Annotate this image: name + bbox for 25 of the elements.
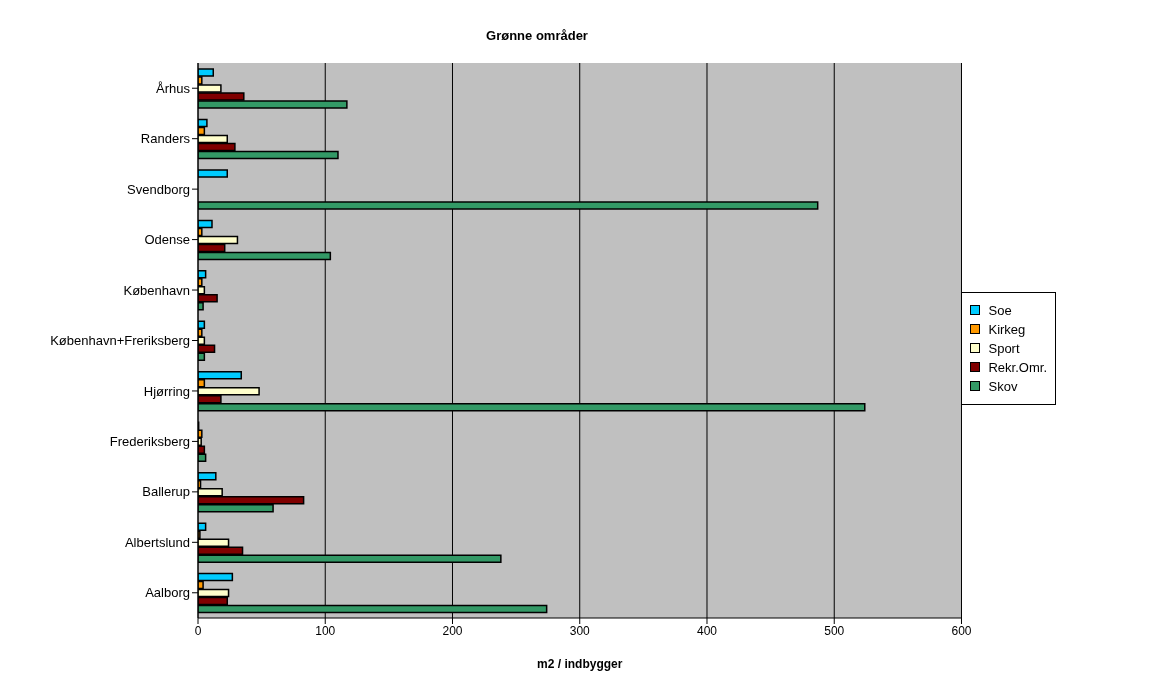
- x-tick-label: 500: [824, 623, 845, 638]
- x-axis-title: m2 / indbygger: [537, 657, 623, 671]
- y-tick-label: Frederiksberg: [109, 434, 190, 450]
- y-tick-label: Odense: [144, 232, 190, 248]
- y-tick-label: Hjørring: [143, 383, 190, 399]
- y-tick-label: København+Freriksberg: [50, 333, 190, 349]
- y-tick-label: København: [123, 282, 190, 298]
- legend-label: Skov: [988, 378, 1018, 394]
- y-tick-label: Randers: [140, 131, 191, 147]
- x-tick-label: 400: [696, 623, 718, 638]
- y-tick-label: Albertslund: [124, 534, 190, 550]
- legend-label: Soe: [988, 302, 1012, 318]
- y-tick-label: Ballerup: [142, 484, 190, 500]
- y-tick-label: Aalborg: [145, 585, 190, 601]
- x-tick-label: 600: [951, 623, 972, 638]
- y-tick-label: Århus: [156, 80, 191, 96]
- chart-title: Grønne områder: [485, 28, 589, 43]
- x-tick-label: 0: [194, 623, 202, 638]
- legend-label: Sport: [988, 340, 1020, 356]
- x-tick-label: 300: [569, 623, 591, 638]
- x-tick-label: 200: [442, 623, 463, 638]
- y-tick-label: Svendborg: [127, 181, 190, 197]
- legend-label: Rekr.Omr.: [988, 359, 1047, 375]
- x-tick-label: 100: [315, 623, 336, 638]
- legend-label: Kirkeg: [988, 321, 1026, 337]
